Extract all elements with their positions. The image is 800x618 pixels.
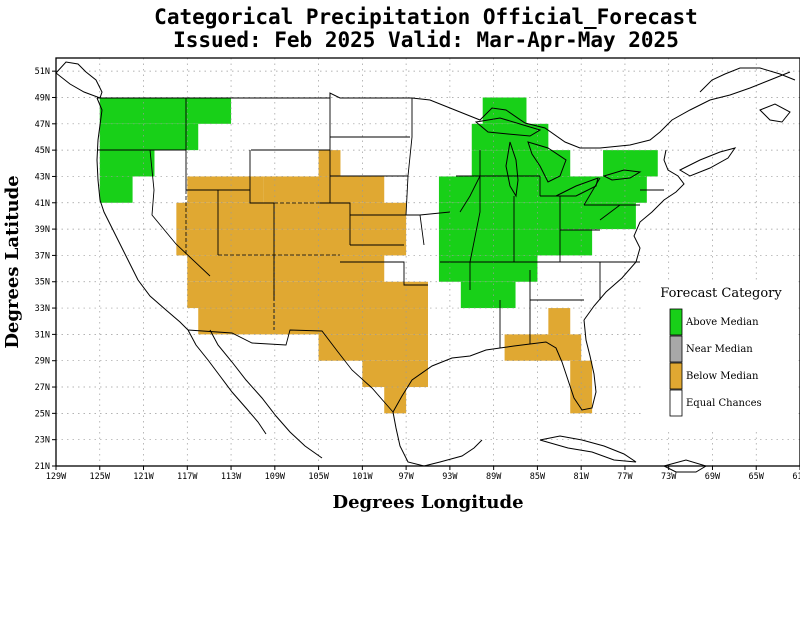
below-median-cell-1 [318,150,341,177]
above-median-cell-12 [603,150,658,177]
above-median-cell-1 [99,123,199,151]
labrador-coast [699,67,796,93]
lon-tick-label: 121W [133,472,154,482]
forecast-cells [99,97,658,414]
lon-tick-label: 61W [792,472,800,482]
lon-tick-label: 85W [530,472,546,482]
lon-tick-label: 77W [617,472,633,482]
lat-tick-label: 23N [35,436,50,446]
below-median-cell-5 [187,255,385,282]
us-west-coast [96,97,189,331]
mountain-region-lines [185,190,340,330]
lon-tick-label: 93W [442,472,458,482]
cuba [539,435,637,463]
us-east-coast [583,149,685,321]
legend-label-0: Above Median [685,317,759,328]
lon-tick-label: 81W [573,472,589,482]
us-mexico-border [187,329,394,413]
lake-superior [474,117,542,137]
legend-swatch-2 [669,362,683,390]
below-median-cell-9 [362,360,428,388]
lat-tick-label: 29N [35,357,50,367]
state-lines-east [469,150,664,348]
lon-tick-label: 125W [90,472,111,482]
lat-tick-label: 35N [35,278,50,288]
nova-scotia [678,147,737,177]
lat-tick-label: 39N [35,225,50,235]
legend-swatch-1 [669,335,683,363]
lon-tick-label: 73W [661,472,677,482]
above-median-cell-9 [438,229,593,256]
legend-items: Above Median Near Median Below Median Equal… [669,308,762,417]
lon-tick-label: 101W [352,472,373,482]
lat-tick-label: 41N [35,199,50,209]
lake-erie [555,177,599,197]
above-median-cell-11 [460,281,516,309]
below-median-cell-10 [384,387,407,414]
gulf-of-california [209,329,323,459]
baja-coast [187,329,267,435]
above-median-cell-3 [99,176,133,203]
plot-frame [55,57,800,467]
above-median-cell-0 [99,97,232,124]
below-median-cell-4 [176,229,407,256]
lat-tick-label: 45N [35,146,50,156]
below-median-cell-3 [176,202,407,230]
above-median-cell-13 [581,176,647,203]
lat-tick-label: 21N [35,462,50,472]
lat-tick-label: 25N [35,409,50,419]
above-median-cell-6 [471,150,571,177]
legend-label-3: Equal Chances [686,398,762,409]
legend-label-1: Near Median [686,344,753,355]
lon-tick-label: 69W [705,472,721,482]
lon-tick-label: 89W [486,472,502,482]
y-axis-title: Degrees Latitude [2,175,23,348]
lat-tick-label: 37N [35,251,50,261]
lake-huron [527,141,567,183]
legend-swatch-0 [669,308,683,336]
lon-tick-label: 65W [749,472,765,482]
below-median-cell-11 [504,334,582,361]
legend: Forecast Category Above Median Near Media… [644,280,798,430]
below-median-cell-8 [318,334,428,361]
above-median-cell-7 [438,176,593,203]
lake-michigan [505,141,519,198]
lon-tick-label: 105W [308,472,329,482]
lat-tick-label: 33N [35,304,50,314]
below-median-cell-2 [263,176,385,203]
above-median-cell-2 [99,150,155,177]
title-line-2: Issued: Feb 2025 Valid: Mar-Apr-May 2025 [173,28,679,52]
lat-tick-label: 27N [35,383,50,393]
below-median-cell-12 [548,308,571,335]
axis-ticks: 129W 125W 121W 117W 113W 109W 105W 101W 97W 93W 89… [35,67,800,482]
above-median-cell-8 [438,202,614,230]
legend-swatch-3 [669,389,683,417]
below-median-cell-6 [187,281,428,309]
lon-tick-label: 113W [221,472,242,482]
lon-tick-label: 129W [46,472,67,482]
lat-tick-label: 49N [35,93,50,103]
above-median-cell-10 [438,255,538,282]
hispaniola [662,459,708,473]
legend-label-2: Below Median [686,371,759,382]
lat-tick-label: 47N [35,120,50,130]
newfoundland [759,103,791,123]
below-median-cell-7 [198,308,428,335]
above-median-cell-14 [614,202,636,230]
canada-coast [55,61,103,99]
lat-tick-label: 51N [35,67,50,77]
lat-tick-label: 31N [35,330,50,340]
us-gulf-coast [392,319,597,413]
lon-tick-label: 97W [398,472,414,482]
x-axis-title: Degrees Longitude [332,492,523,513]
lon-tick-label: 109W [265,472,286,482]
lon-tick-label: 117W [177,472,198,482]
lat-tick-label: 43N [35,172,50,182]
title-line-1: Categorical Precipitation Official_Forec… [154,5,698,29]
legend-title: Forecast Category [660,286,782,301]
lake-ontario [602,169,642,181]
